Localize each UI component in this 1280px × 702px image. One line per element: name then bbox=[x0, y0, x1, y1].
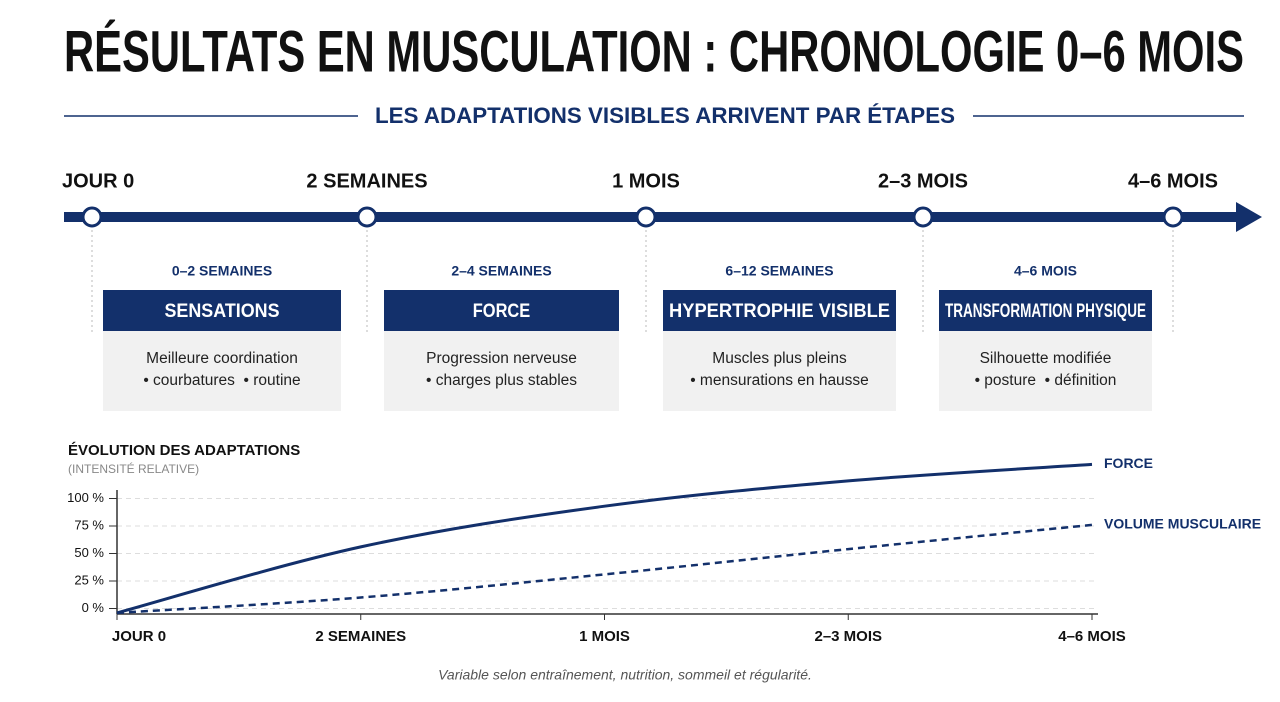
phase-line: • mensurations en hausse bbox=[690, 372, 869, 389]
phase-line: • courbatures • routine bbox=[143, 372, 300, 389]
phase-line: Muscles plus pleins bbox=[712, 350, 847, 367]
series-label: FORCE bbox=[1104, 455, 1153, 471]
timeline-arrow bbox=[1236, 202, 1262, 232]
x-tick-label: 1 MOIS bbox=[579, 628, 630, 645]
phase-title: FORCE bbox=[473, 301, 531, 322]
x-tick-label: JOUR 0 bbox=[112, 628, 166, 645]
milestone-label: 1 MOIS bbox=[612, 170, 680, 192]
x-tick-label: 2 SEMAINES bbox=[315, 628, 406, 645]
series-line bbox=[116, 462, 1093, 615]
milestone-label: 2–3 MOIS bbox=[878, 170, 968, 192]
phase-period: 6–12 SEMAINES bbox=[725, 263, 833, 279]
phase-line: Meilleure coordination bbox=[146, 350, 298, 367]
chart-title: ÉVOLUTION DES ADAPTATIONS bbox=[68, 442, 300, 459]
phase-body bbox=[384, 331, 619, 411]
milestone-label: 2 SEMAINES bbox=[306, 170, 427, 192]
phase-period: 2–4 SEMAINES bbox=[451, 263, 551, 279]
milestone-label: JOUR 0 bbox=[62, 170, 134, 192]
phase-body bbox=[103, 331, 341, 411]
x-tick-label: 4–6 MOIS bbox=[1058, 628, 1126, 645]
milestone-label: 4–6 MOIS bbox=[1128, 170, 1218, 192]
y-tick-label: 0 % bbox=[82, 600, 105, 615]
phase-header bbox=[663, 290, 896, 331]
phase-line: • posture • définition bbox=[975, 372, 1117, 389]
y-tick-label: 25 % bbox=[74, 572, 104, 587]
phase-title: TRANSFORMATION PHYSIQUE bbox=[945, 301, 1146, 322]
milestone-dot bbox=[356, 206, 378, 228]
milestone-dot bbox=[912, 206, 934, 228]
chart-note: Variable selon entraînement, nutrition, … bbox=[438, 667, 812, 683]
phase-title: SENSATIONS bbox=[165, 301, 280, 322]
phase-period: 4–6 MOIS bbox=[1014, 263, 1077, 279]
x-tick-label: 2–3 MOIS bbox=[814, 628, 882, 645]
phase-body bbox=[663, 331, 896, 411]
y-tick-label: 50 % bbox=[74, 545, 104, 560]
y-tick-label: 100 % bbox=[67, 490, 104, 505]
phase-header bbox=[384, 290, 619, 331]
chart-subtitle: (INTENSITÉ RELATIVE) bbox=[68, 461, 199, 476]
phase-line: Silhouette modifiée bbox=[980, 350, 1112, 367]
phase-line: Progression nerveuse bbox=[426, 350, 577, 367]
series-line bbox=[116, 523, 1093, 615]
phase-header bbox=[939, 290, 1152, 331]
phase-title: HYPERTROPHIE VISIBLE bbox=[669, 301, 890, 322]
milestone-dot bbox=[1162, 206, 1184, 228]
y-tick-label: 75 % bbox=[74, 517, 104, 532]
milestone-dot bbox=[81, 206, 103, 228]
page-title: RÉSULTATS EN MUSCULATION : CHRONOLOGIE 0… bbox=[64, 19, 1244, 84]
phase-line: • charges plus stables bbox=[426, 372, 577, 389]
series-label: VOLUME MUSCULAIRE bbox=[1104, 516, 1261, 532]
page-subtitle: LES ADAPTATIONS VISIBLES ARRIVENT PAR ÉT… bbox=[375, 103, 955, 128]
phase-period: 0–2 SEMAINES bbox=[172, 263, 272, 279]
phase-header bbox=[103, 290, 341, 331]
phase-body bbox=[939, 331, 1152, 411]
milestone-dot bbox=[635, 206, 657, 228]
